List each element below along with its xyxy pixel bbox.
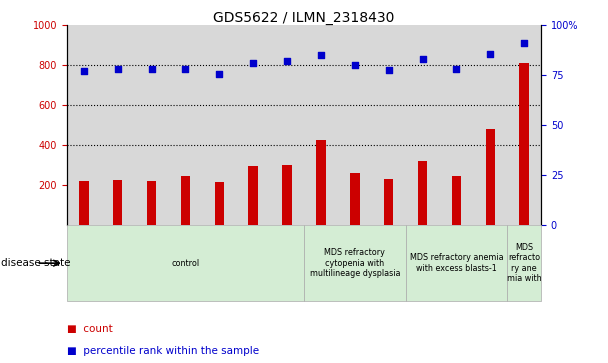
Bar bbox=[371, 25, 406, 225]
Bar bbox=[202, 25, 237, 225]
Text: MDS
refracto
ry ane
mia with: MDS refracto ry ane mia with bbox=[507, 243, 542, 283]
Point bbox=[147, 66, 156, 72]
Point bbox=[485, 52, 495, 57]
Text: GDS5622 / ILMN_2318430: GDS5622 / ILMN_2318430 bbox=[213, 11, 395, 25]
Bar bbox=[113, 180, 122, 225]
Point bbox=[79, 68, 89, 74]
Point bbox=[113, 66, 123, 72]
Point bbox=[418, 56, 427, 62]
Bar bbox=[452, 176, 461, 225]
Bar bbox=[418, 161, 427, 225]
Bar bbox=[406, 25, 440, 225]
Bar bbox=[147, 181, 156, 225]
Point bbox=[181, 66, 190, 72]
Text: ■  percentile rank within the sample: ■ percentile rank within the sample bbox=[67, 346, 259, 356]
Bar bbox=[101, 25, 134, 225]
Bar bbox=[237, 25, 270, 225]
Bar bbox=[519, 63, 529, 225]
Point bbox=[248, 60, 258, 66]
Bar bbox=[474, 25, 507, 225]
Bar bbox=[440, 25, 474, 225]
Bar bbox=[304, 25, 338, 225]
Bar bbox=[316, 140, 326, 225]
Text: MDS refractory
cytopenia with
multilineage dysplasia: MDS refractory cytopenia with multilinea… bbox=[309, 248, 400, 278]
Bar bbox=[507, 25, 541, 225]
Bar bbox=[67, 25, 101, 225]
Text: MDS refractory anemia
with excess blasts-1: MDS refractory anemia with excess blasts… bbox=[410, 253, 503, 273]
Point bbox=[316, 52, 326, 58]
Bar bbox=[79, 181, 89, 225]
Point bbox=[350, 62, 360, 68]
Point bbox=[519, 40, 529, 46]
Text: ■  count: ■ count bbox=[67, 324, 112, 334]
Bar bbox=[270, 25, 304, 225]
Bar bbox=[384, 179, 393, 225]
Point bbox=[384, 68, 393, 73]
Bar bbox=[282, 165, 292, 225]
Text: disease state: disease state bbox=[1, 258, 71, 268]
Bar bbox=[181, 176, 190, 225]
Bar bbox=[215, 182, 224, 225]
Bar bbox=[486, 129, 495, 225]
Bar bbox=[168, 25, 202, 225]
Bar bbox=[249, 166, 258, 225]
Bar bbox=[134, 25, 168, 225]
Point bbox=[282, 58, 292, 64]
Point bbox=[452, 66, 461, 72]
Text: control: control bbox=[171, 259, 199, 268]
Point bbox=[215, 72, 224, 77]
Bar bbox=[350, 173, 359, 225]
Bar bbox=[338, 25, 371, 225]
